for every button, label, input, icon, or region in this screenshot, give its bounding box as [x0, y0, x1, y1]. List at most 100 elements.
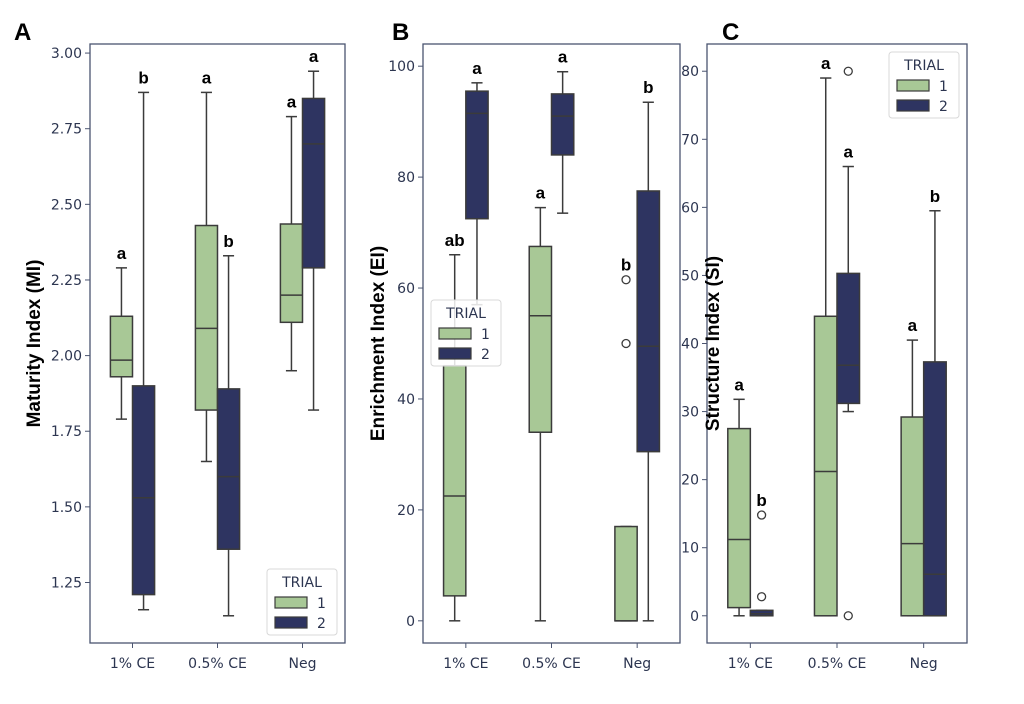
outlier-point — [756, 510, 767, 520]
y-tick-label: 30 — [681, 405, 699, 421]
x-tick-label: 0.5% CE — [188, 656, 247, 672]
box-b-1-trial-1: a — [528, 184, 553, 622]
legend: TRIAL 1 2 — [266, 568, 338, 636]
iqr-box — [528, 245, 553, 433]
outlier-point — [843, 66, 853, 76]
y-tick-label: 0 — [406, 614, 415, 630]
box-b-0-trial-2: a — [465, 59, 489, 306]
iqr-box — [900, 416, 925, 617]
legend-swatch — [438, 327, 472, 340]
y-axis-label: Structure Index (SI) — [703, 256, 724, 431]
outlier-point — [621, 275, 631, 285]
significance-letter: a — [309, 47, 319, 66]
box-b-2-trial-1: b — [614, 256, 638, 622]
iqr-box — [550, 93, 575, 156]
y-tick-label: 40 — [681, 337, 699, 353]
legend-label: 2 — [317, 616, 326, 632]
box-c-2-trial-2: b — [922, 187, 947, 617]
y-tick-label: 50 — [681, 268, 699, 284]
x-tick-label: 1% CE — [110, 656, 155, 672]
y-tick-label: 60 — [397, 281, 415, 297]
legend-title: TRIAL — [445, 306, 486, 322]
y-tick-label: 20 — [681, 473, 699, 489]
iqr-box — [836, 272, 861, 405]
box-c-2-trial-1: a — [900, 316, 925, 617]
iqr-box — [131, 385, 156, 596]
box-a-1-trial-1: a — [194, 68, 219, 463]
box-b-2-trial-2: b — [636, 78, 661, 622]
significance-letter: ab — [445, 231, 465, 250]
y-tick-label: 70 — [681, 132, 699, 148]
legend-label: 2 — [939, 99, 948, 115]
x-tick-label: Neg — [623, 656, 651, 672]
y-tick-label: 20 — [397, 503, 415, 519]
box-c-0-trial-1: a — [727, 375, 752, 617]
significance-letter: b — [643, 78, 653, 97]
significance-letter: a — [844, 143, 854, 162]
legend-title: TRIAL — [281, 575, 322, 591]
box-c-0-trial-2: b — [749, 491, 774, 617]
legend-label: 1 — [317, 596, 326, 612]
iqr-box — [216, 388, 241, 550]
legend-title: TRIAL — [903, 58, 944, 74]
legend-swatch — [896, 79, 930, 92]
panel-label: C — [722, 19, 739, 46]
significance-letter: a — [117, 244, 127, 263]
significance-letter: a — [734, 375, 744, 394]
y-axis-label: Maturity Index (MI) — [24, 260, 45, 428]
panel-a: A 1.25 1.50 1.75 2.00 2.25 2.50 2.75 3.00 Maturit… — [14, 19, 346, 672]
y-tick-label: 80 — [397, 170, 415, 186]
panel-label: B — [392, 19, 409, 46]
x-tick-label: 0.5% CE — [808, 656, 867, 672]
y-tick-label: 40 — [397, 392, 415, 408]
significance-letter: b — [138, 68, 148, 87]
box-c-1-trial-1: a — [813, 54, 838, 617]
legend-label: 1 — [939, 79, 948, 95]
iqr-box — [442, 364, 467, 597]
significance-letter: b — [621, 256, 631, 275]
y-axis-label: Enrichment Index (EI) — [368, 246, 389, 441]
x-tick-label: 1% CE — [728, 656, 773, 672]
iqr-box — [109, 315, 134, 378]
significance-letter: b — [756, 491, 766, 510]
iqr-box — [614, 525, 638, 622]
x-tick-label: Neg — [289, 656, 317, 672]
y-tick-label: 2.00 — [51, 349, 82, 365]
x-tick-label: Neg — [910, 656, 938, 672]
box-c-1-trial-2: a — [836, 66, 861, 621]
significance-letter: b — [223, 232, 233, 251]
significance-letter: a — [472, 59, 482, 78]
y-tick-label: 10 — [681, 541, 699, 557]
box-b-1-trial-2: a — [550, 48, 575, 214]
legend-swatch — [274, 596, 308, 609]
y-tick-label: 0 — [690, 609, 699, 625]
outlier-point — [621, 338, 631, 349]
iqr-box — [922, 361, 947, 617]
panel-c: C 0 10 20 30 40 50 60 70 80 Structure Index (SI) 1%… — [681, 19, 968, 672]
legend-swatch — [896, 99, 930, 112]
iqr-box — [636, 190, 661, 453]
iqr-box — [465, 90, 489, 220]
iqr-box — [727, 427, 752, 609]
box-a-1-trial-2: b — [216, 232, 241, 617]
iqr-box — [279, 223, 304, 324]
significance-letter: a — [202, 68, 212, 87]
y-tick-label: 1.75 — [51, 424, 82, 440]
legend: TRIAL 1 2 — [430, 299, 502, 367]
box-a-0-trial-2: b — [131, 68, 156, 611]
y-tick-label: 2.75 — [51, 122, 82, 138]
legend-label: 2 — [481, 347, 490, 363]
y-tick-label: 1.50 — [51, 500, 82, 516]
panel-label: A — [14, 19, 31, 46]
box-b-0-trial-1: ab — [442, 231, 467, 622]
significance-letter: a — [821, 54, 831, 73]
y-tick-label: 80 — [681, 64, 699, 80]
legend-swatch — [274, 616, 308, 629]
significance-letter: a — [536, 184, 546, 203]
significance-letter: b — [930, 187, 940, 206]
significance-letter: a — [558, 48, 568, 67]
legend-label: 1 — [481, 327, 490, 343]
y-tick-label: 60 — [681, 200, 699, 216]
box-a-2-trial-1: a — [279, 93, 304, 372]
